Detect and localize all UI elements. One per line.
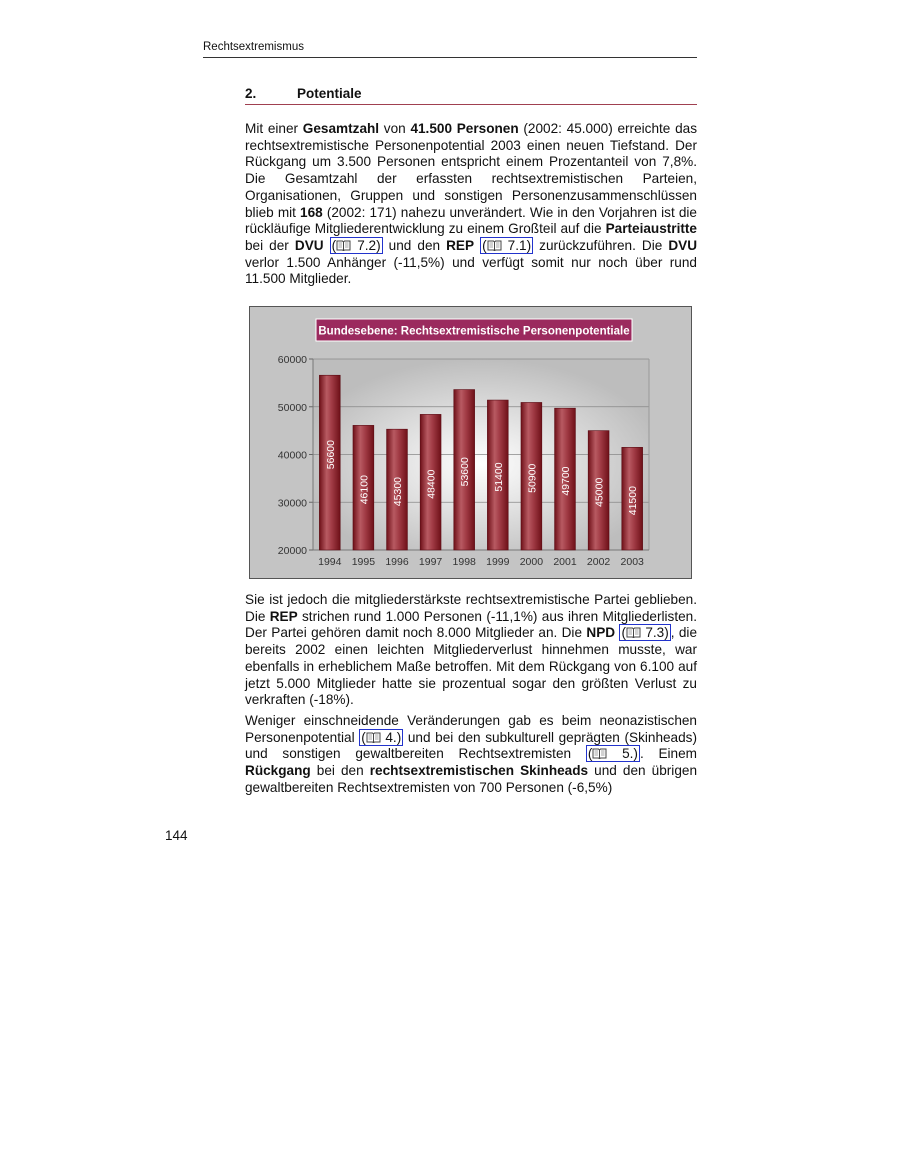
section-heading: 2. Potentiale (245, 86, 697, 101)
bar-2003 (621, 447, 643, 551)
text: , die bereits 2002 einen leichten Mitgli… (245, 625, 698, 708)
data-label: 53600 (459, 457, 471, 486)
chart-title: Bundesebene: Rechtsextremistische Person… (318, 326, 629, 338)
bold-text: Gesamtzahl (302, 121, 380, 136)
text: Sie ist jedoch die mitgliederstärkste re… (245, 592, 697, 624)
text (324, 238, 330, 253)
y-tick-label: 40000 (278, 450, 307, 462)
text: von (379, 121, 411, 136)
bar-1995 (352, 425, 375, 551)
bar-2000 (520, 402, 543, 551)
section-title: Potentiale (297, 86, 362, 101)
bar-1994 (319, 374, 341, 551)
x-tick-label: 1999 (486, 556, 510, 568)
y-tick-label: 60000 (278, 354, 307, 366)
x-tick-label: 1994 (318, 556, 342, 568)
bold-text: Rückgang (245, 763, 311, 779)
x-tick-label: 1998 (453, 556, 477, 568)
data-label: 45000 (594, 478, 606, 507)
bold-text: DVU (668, 237, 698, 253)
y-tick-label: 30000 (278, 497, 307, 509)
paragraph-3: Weniger einschneidende Veränderungen gab… (245, 713, 697, 797)
text: strichen rund 1.000 Personen (-11,1%) au… (245, 608, 697, 641)
heading-rule (245, 104, 697, 105)
text: (2002: 45.000) erreichte das rechtsextre… (245, 121, 697, 220)
text: und bei den subkulturell geprägten (Skin… (245, 729, 698, 762)
x-tick-label: 2002 (587, 556, 611, 568)
data-label: 46100 (358, 475, 370, 504)
y-tick-label: 50000 (278, 402, 307, 414)
text: Mit einer (245, 121, 303, 136)
data-label: 41500 (627, 486, 639, 515)
bar-1996 (386, 428, 408, 551)
bold-text: REP (446, 237, 475, 253)
cross-reference-link[interactable]: ( 7.2) (329, 236, 383, 254)
link-text: 4.) (380, 729, 402, 745)
paragraph-2: Sie ist jedoch die mitgliederstärkste re… (245, 592, 697, 709)
x-tick-label: 1996 (385, 556, 409, 568)
data-label: 51400 (493, 462, 505, 491)
bold-text: 41.500 Personen (410, 121, 519, 136)
book-icon (487, 240, 502, 251)
text: und den übrigen gewaltbereiten Rechtsext… (245, 763, 697, 795)
text: Weniger einschneidende Veränderungen gab… (245, 713, 697, 745)
data-label: 49700 (560, 466, 572, 495)
text: zurückzuführen. Die (533, 237, 669, 253)
book-icon (626, 627, 641, 639)
data-label: 56600 (325, 440, 337, 469)
x-tick-label: 1995 (352, 556, 376, 568)
bold-text: Parteiaustritte (605, 221, 697, 237)
bold-text: rechtsextremistischen Skinheads (369, 763, 589, 779)
data-label: 50900 (526, 463, 538, 492)
text: bei der (245, 237, 295, 253)
paragraph-1: Mit einer Gesamtzahl von 41.500 Personen… (245, 121, 697, 288)
page-number: 144 (165, 828, 188, 843)
bold-text: 168 (300, 204, 323, 220)
text: und den (382, 237, 447, 253)
bold-text: NPD (586, 625, 616, 641)
y-tick-label: 20000 (278, 545, 307, 557)
running-header: Rechtsextremismus (203, 41, 304, 53)
cross-reference-link[interactable]: ( 5.) (585, 745, 640, 763)
text: (2002: 171) nahezu unverändert. Wie in d… (245, 204, 697, 237)
section-number: 2. (245, 86, 257, 101)
bar-2002 (587, 430, 610, 551)
x-tick-label: 2003 (621, 556, 645, 568)
chart-svg: 20000 30000 40000 50000 60000 56600 1994 46100… (278, 318, 650, 568)
link-text: 7.3) (640, 625, 669, 641)
link-text: 5.) (607, 746, 638, 762)
book-icon (592, 748, 607, 760)
x-tick-label: 2000 (520, 556, 544, 568)
bar-1999 (487, 399, 509, 551)
book-icon (366, 732, 381, 743)
x-tick-label: 1997 (419, 556, 443, 568)
bold-text: DVU (294, 237, 324, 253)
bar-2001 (554, 407, 576, 551)
data-label: 45300 (392, 477, 404, 506)
bar-1997 (419, 414, 442, 551)
x-tick-label: 2001 (553, 556, 577, 568)
cross-reference-link[interactable]: ( 7.1) (480, 236, 534, 254)
cross-reference-link[interactable]: ( 7.3) (619, 624, 671, 642)
data-label: 48400 (426, 469, 438, 498)
link-text: 7.1) (501, 237, 532, 253)
text: bei den (310, 763, 370, 779)
text: verlor 1.500 Anhänger (-11,5%) und verfü… (245, 254, 697, 287)
bar-chart: 20000 30000 40000 50000 60000 56600 1994 46100… (249, 306, 692, 579)
bar-1998 (453, 389, 475, 551)
book-icon (336, 240, 351, 251)
header-rule (203, 57, 697, 58)
bold-text: REP (269, 608, 298, 624)
link-text: 7.2) (351, 237, 381, 253)
chart-title-box (315, 318, 633, 342)
text: . Einem (639, 746, 697, 762)
cross-reference-link[interactable]: ( 4.) (359, 728, 404, 746)
